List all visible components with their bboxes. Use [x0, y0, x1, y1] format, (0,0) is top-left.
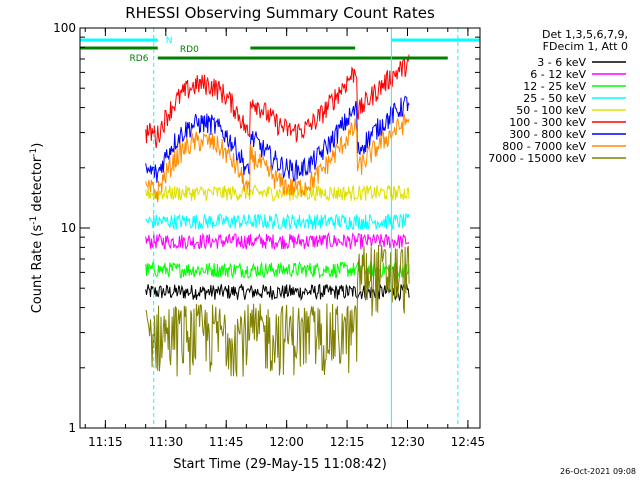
- y-tick-label: 10: [61, 221, 76, 235]
- legend-label: 300 - 800 keV: [509, 128, 586, 141]
- y-tick-label: 1: [68, 421, 76, 435]
- legend-label: 800 - 7000 keV: [502, 140, 586, 153]
- series-line: [145, 244, 410, 377]
- x-tick-label: 11:45: [209, 435, 244, 449]
- y-tick-label: 100: [53, 21, 76, 35]
- series-line: [145, 232, 410, 250]
- chart-title: RHESSI Observing Summary Count Rates: [125, 4, 435, 22]
- legend-header-2: FDecim 1, Att 0: [543, 40, 628, 53]
- y-axis-label: Count Rate (s-1 detector-1): [29, 143, 45, 314]
- flags-layer: N RD0 RD6: [80, 28, 480, 428]
- legend-label: 12 - 25 keV: [523, 80, 586, 93]
- x-tick-label: 11:15: [88, 435, 123, 449]
- x-tick-label: 11:30: [149, 435, 184, 449]
- series-line: [145, 213, 410, 230]
- x-axis-label: Start Time (29-May-15 11:08:42): [173, 457, 387, 472]
- series-line: [145, 95, 410, 183]
- legend-label: 6 - 12 keV: [530, 68, 586, 81]
- footer-timestamp: 26-Oct-2021 09:08: [560, 467, 636, 476]
- axes-layer: 1 10 100 11:15 11:30 11:45 12:00 12:15 12:30 12:4…: [53, 21, 485, 449]
- series-line: [145, 54, 410, 149]
- series-line: [145, 183, 410, 202]
- x-tick-label: 12:30: [390, 435, 425, 449]
- legend-label: 3 - 6 keV: [537, 56, 586, 69]
- y-axis-label-sup: -1: [29, 216, 39, 225]
- y-axis-label-close: ): [30, 143, 45, 148]
- flag-label-RD6: RD6: [130, 54, 149, 64]
- legend-label: 100 - 300 keV: [509, 116, 586, 129]
- y-axis-label-tail: detector: [30, 156, 45, 216]
- x-tick-label: 12:15: [330, 435, 365, 449]
- legend-label: 25 - 50 keV: [523, 92, 586, 105]
- flag-label-N: N: [166, 36, 173, 46]
- legend-label: 7000 - 15000 keV: [488, 152, 586, 165]
- legend-header-1: Det 1,3,5,6,7,9,: [542, 28, 628, 41]
- y-axis-label-main: Count Rate (s: [30, 225, 45, 314]
- series-line: [145, 261, 410, 279]
- series-line: [145, 113, 410, 203]
- legend-label: 50 - 100 keV: [516, 104, 586, 117]
- x-tick-label: 12:45: [451, 435, 486, 449]
- series-layer: [145, 54, 410, 377]
- y-axis-label-sup2: -1: [29, 148, 39, 157]
- flag-label-RD0: RD0: [180, 45, 199, 55]
- x-tick-label: 12:00: [269, 435, 304, 449]
